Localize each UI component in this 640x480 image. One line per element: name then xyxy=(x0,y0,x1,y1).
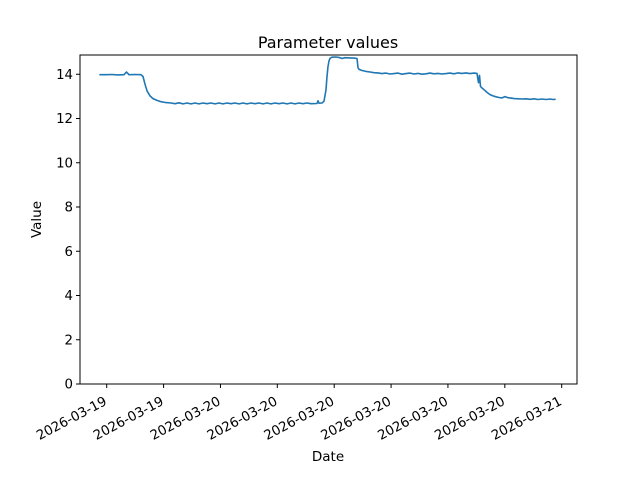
y-tick-label: 0 xyxy=(65,378,73,393)
y-tick-label: 12 xyxy=(56,112,73,127)
chart-title: Parameter values xyxy=(258,33,398,52)
plot-area xyxy=(79,54,578,385)
x-axis-label: Date xyxy=(312,449,344,465)
y-axis-ticks: 0 2 4 6 8 10 12 14 xyxy=(56,68,80,393)
y-tick-label: 14 xyxy=(56,68,73,83)
series-line xyxy=(99,56,556,105)
y-tick-label: 10 xyxy=(56,156,73,171)
y-tick-label: 2 xyxy=(65,333,73,348)
y-tick-label: 4 xyxy=(65,289,73,304)
y-axis-label: Value xyxy=(29,201,45,238)
y-tick-label: 6 xyxy=(65,245,73,260)
y-tick-label: 8 xyxy=(65,201,73,216)
